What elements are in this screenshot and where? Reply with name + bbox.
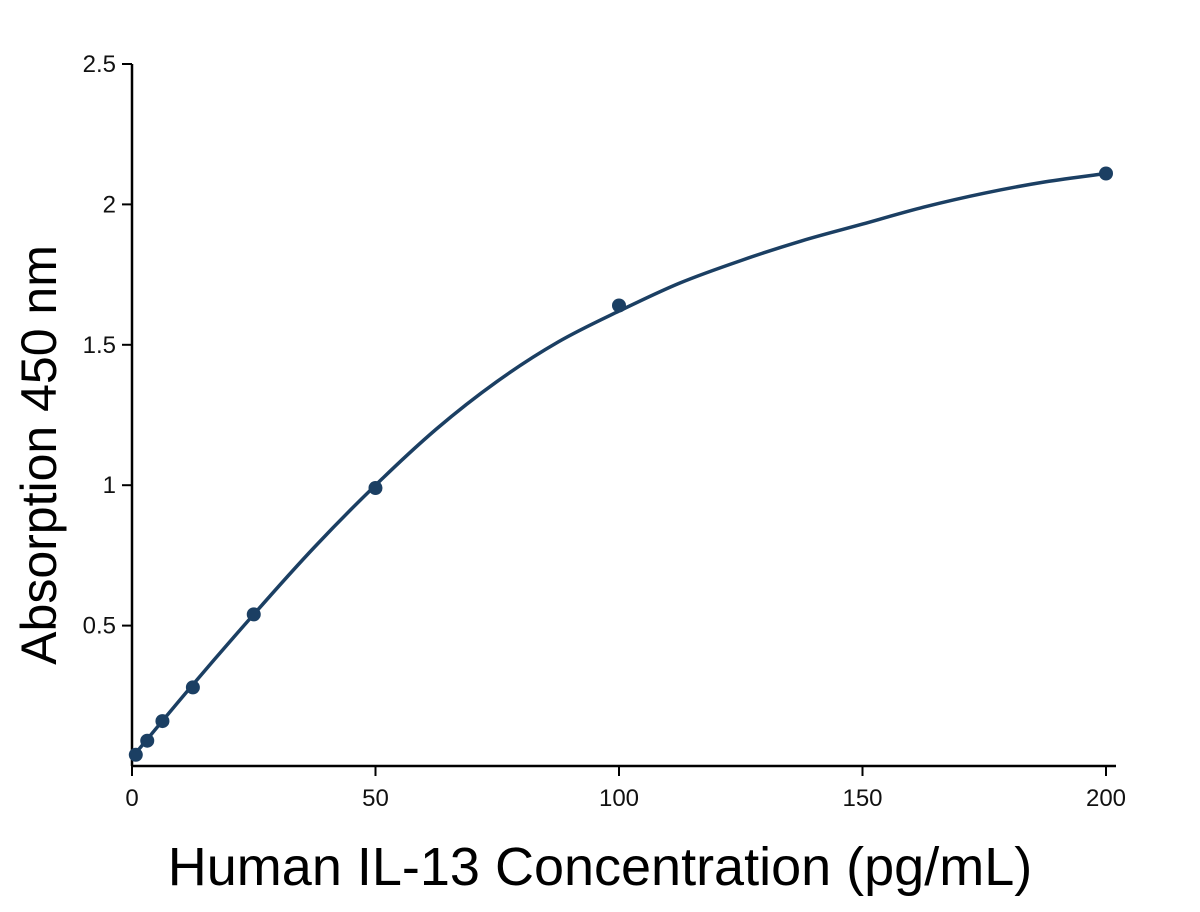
x-tick-label: 100: [599, 785, 639, 812]
x-tick-label: 0: [125, 785, 138, 812]
x-axis-title: Human IL-13 Concentration (pg/mL): [168, 837, 1032, 897]
data-point: [185, 680, 200, 695]
data-point: [140, 733, 155, 748]
x-tick-label: 50: [362, 785, 389, 812]
data-point: [246, 607, 261, 622]
data-point: [368, 481, 383, 496]
y-tick-label: 1: [103, 472, 116, 499]
x-tick-label: 150: [842, 785, 882, 812]
data-point: [612, 298, 626, 313]
fit-curve: [130, 171, 1108, 760]
data-point: [1099, 166, 1113, 181]
data-point: [155, 714, 170, 729]
data-point: [128, 747, 143, 762]
y-tick-label: 2: [103, 191, 116, 218]
fit-curve-layer: [130, 171, 1108, 760]
x-axis-ticks: 0 50 100 150 200: [125, 766, 1126, 812]
y-axis-title: Absorption 450 nm: [11, 245, 67, 665]
axes: [130, 64, 1116, 768]
x-tick-label: 200: [1086, 785, 1126, 812]
y-tick-label: 2.5: [83, 51, 116, 78]
y-axis-ticks: 0.5 1 1.5 2 2.5: [83, 51, 132, 640]
y-tick-label: 0.5: [83, 613, 116, 640]
y-tick-label: 1.5: [83, 332, 116, 359]
data-points-layer: [128, 166, 1113, 762]
